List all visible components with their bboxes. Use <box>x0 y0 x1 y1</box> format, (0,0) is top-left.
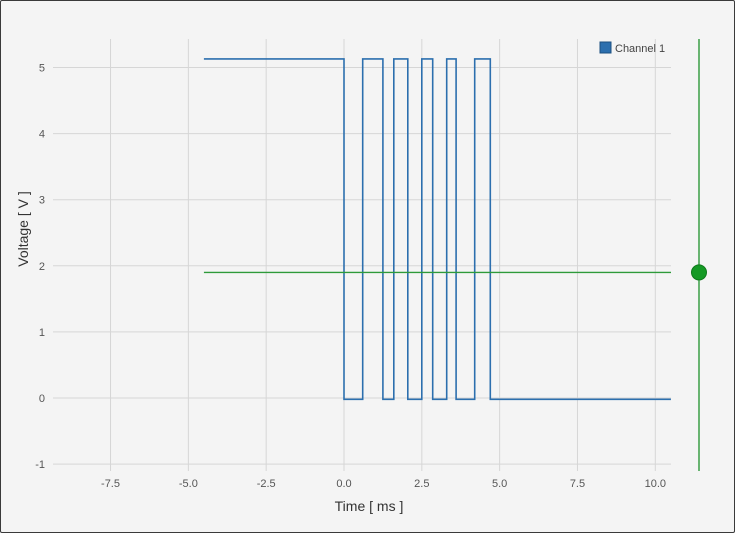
series-layer <box>203 58 671 401</box>
y-tick-label: 4 <box>39 129 45 141</box>
y-tick-label: 5 <box>39 63 45 75</box>
y-tick-label: 2 <box>39 261 45 273</box>
y-tick-label: -1 <box>35 459 45 471</box>
legend-swatch-channel-1[interactable] <box>599 41 612 54</box>
y-tick-label: 3 <box>39 195 45 207</box>
x-tick-labels: -7.5 -5.0 -2.5 0.0 2.5 5.0 7.5 10.0 <box>101 478 666 490</box>
x-tick-label: 10.0 <box>645 478 666 490</box>
trigger-level-handle[interactable] <box>691 264 707 281</box>
y-axis-title: Voltage [ V ] <box>15 191 31 267</box>
x-tick-label: 5.0 <box>492 478 507 490</box>
x-tick-label: 2.5 <box>414 478 429 490</box>
x-tick-label: 0.0 <box>336 478 351 490</box>
y-tick-labels: -1 0 1 2 3 4 5 <box>35 63 45 472</box>
y-tick-label: 0 <box>39 393 45 405</box>
x-tick-label: -5.0 <box>179 478 198 490</box>
x-tick-label: -2.5 <box>257 478 276 490</box>
series-line-channel-1 <box>203 58 671 401</box>
trigger-layer <box>203 39 707 471</box>
legend-label-channel-1[interactable]: Channel 1 <box>615 43 665 55</box>
y-tick-label: 1 <box>39 327 45 339</box>
x-tick-label: -7.5 <box>101 478 120 490</box>
x-axis-title: Time [ ms ] <box>335 498 404 514</box>
legend[interactable]: Channel 1 <box>599 41 665 55</box>
x-tick-label: 7.5 <box>570 478 585 490</box>
